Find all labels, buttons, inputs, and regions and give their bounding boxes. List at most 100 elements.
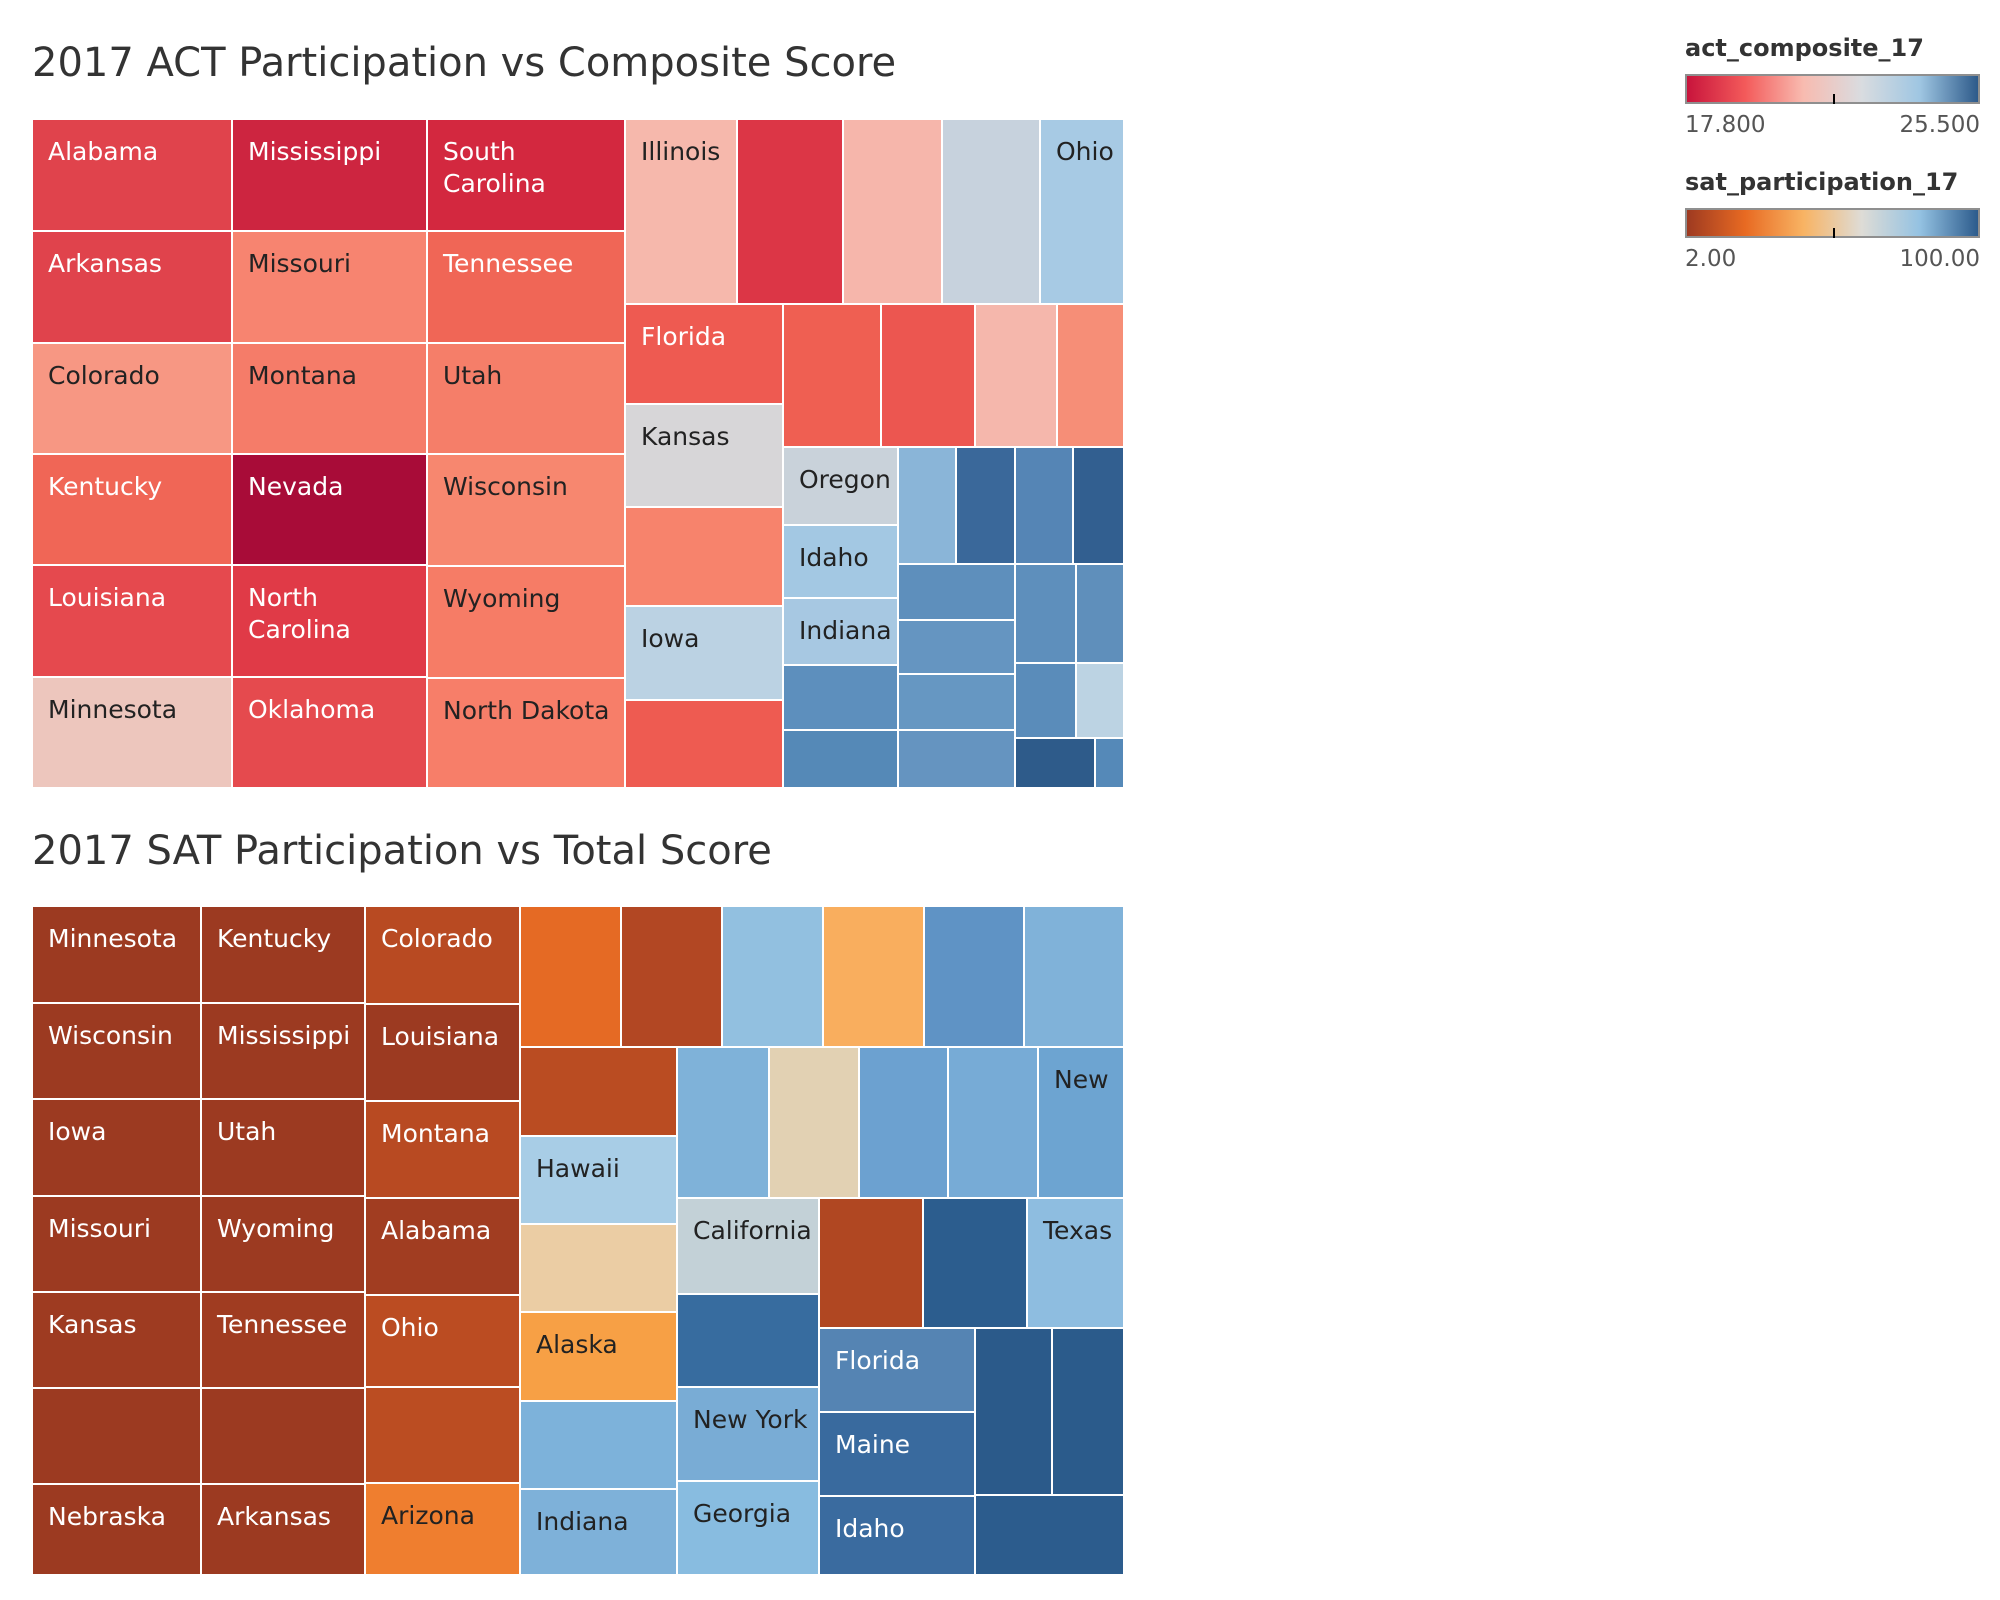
treemap-tile[interactable] — [769, 1047, 859, 1198]
treemap-tile[interactable]: Iowa — [625, 606, 783, 700]
treemap-tile[interactable]: Utah — [201, 1099, 365, 1196]
treemap-tile[interactable] — [520, 1224, 677, 1312]
treemap-tile[interactable] — [783, 730, 898, 788]
treemap-tile[interactable]: Montana — [232, 343, 427, 454]
treemap-tile[interactable] — [1095, 738, 1124, 788]
treemap-tile[interactable]: Wisconsin — [32, 1003, 201, 1099]
treemap-tile[interactable] — [819, 1198, 923, 1328]
treemap-tile[interactable] — [1015, 564, 1076, 663]
treemap-tile[interactable]: Mississippi — [201, 1003, 365, 1099]
treemap-tile[interactable]: North Carolina — [232, 565, 427, 677]
treemap-tile[interactable] — [201, 1388, 365, 1484]
treemap-tile[interactable] — [677, 1047, 769, 1198]
treemap-tile[interactable]: Kentucky — [32, 454, 232, 565]
treemap-tile[interactable]: Arizona — [365, 1483, 520, 1575]
treemap-tile[interactable] — [1024, 906, 1124, 1047]
treemap-tile[interactable]: Alabama — [32, 119, 232, 231]
treemap-tile[interactable] — [924, 906, 1024, 1047]
treemap-tile[interactable]: Oregon — [783, 447, 898, 525]
treemap-tile[interactable] — [722, 906, 823, 1047]
treemap-tile[interactable]: New — [1038, 1047, 1124, 1198]
treemap-tile[interactable]: Florida — [819, 1328, 975, 1412]
treemap-tile[interactable]: Minnesota — [32, 906, 201, 1003]
treemap-tile[interactable] — [843, 119, 942, 304]
treemap-tile[interactable] — [1073, 447, 1124, 564]
treemap-tile[interactable] — [737, 119, 843, 304]
treemap-tile[interactable] — [898, 730, 1015, 788]
treemap-tile[interactable]: Maine — [819, 1412, 975, 1496]
treemap-tile[interactable] — [1015, 447, 1073, 564]
treemap-tile[interactable]: Hawaii — [520, 1136, 677, 1224]
treemap-tile[interactable]: Missouri — [232, 231, 427, 343]
treemap-tile[interactable]: Wyoming — [427, 566, 625, 678]
treemap-tile[interactable] — [520, 1401, 677, 1489]
treemap-tile[interactable]: Nevada — [232, 454, 427, 565]
treemap-tile[interactable]: Alabama — [365, 1198, 520, 1295]
treemap-tile[interactable] — [948, 1047, 1038, 1198]
treemap-tile[interactable] — [32, 1388, 201, 1484]
treemap-tile[interactable] — [1052, 1328, 1124, 1495]
treemap-tile[interactable]: Montana — [365, 1101, 520, 1198]
treemap-tile[interactable]: Illinois — [625, 119, 737, 304]
treemap-tile[interactable]: Indiana — [520, 1489, 677, 1575]
treemap-tile[interactable]: Florida — [625, 304, 783, 404]
treemap-tile[interactable] — [975, 1328, 1052, 1495]
treemap-tile[interactable]: Idaho — [819, 1496, 975, 1575]
treemap-tile[interactable]: Kansas — [625, 404, 783, 507]
treemap-tile[interactable]: California — [677, 1198, 819, 1294]
treemap-tile[interactable]: Indiana — [783, 598, 898, 665]
treemap-tile[interactable] — [621, 906, 722, 1047]
treemap-tile[interactable]: Alaska — [520, 1312, 677, 1401]
treemap-tile[interactable] — [1076, 564, 1124, 663]
treemap-tile[interactable] — [923, 1198, 1027, 1328]
treemap-tile[interactable]: Wisconsin — [427, 454, 625, 566]
treemap-tile[interactable] — [520, 906, 621, 1047]
treemap-tile[interactable] — [898, 564, 1015, 620]
treemap-tile[interactable]: Arkansas — [32, 231, 232, 343]
treemap-tile[interactable] — [975, 304, 1057, 447]
treemap-tile[interactable]: Arkansas — [201, 1484, 365, 1575]
treemap-tile[interactable] — [881, 304, 975, 447]
treemap-tile[interactable] — [859, 1047, 948, 1198]
treemap-tile[interactable]: Ohio — [365, 1295, 520, 1387]
treemap-tile[interactable] — [975, 1495, 1124, 1575]
treemap-tile[interactable] — [625, 507, 783, 606]
treemap-tile[interactable]: South Carolina — [427, 119, 625, 231]
treemap-tile[interactable] — [898, 620, 1015, 674]
treemap-tile[interactable] — [1076, 663, 1124, 738]
treemap-tile[interactable] — [520, 1047, 677, 1136]
treemap-tile[interactable]: Louisiana — [32, 565, 232, 677]
treemap-tile[interactable]: Colorado — [32, 343, 232, 454]
treemap-tile[interactable]: Oklahoma — [232, 677, 427, 788]
treemap-tile[interactable]: Missouri — [32, 1196, 201, 1292]
treemap-tile[interactable]: Nebraska — [32, 1484, 201, 1575]
treemap-tile[interactable] — [898, 674, 1015, 730]
treemap-tile[interactable] — [956, 447, 1015, 564]
treemap-tile[interactable]: Tennessee — [427, 231, 625, 343]
treemap-tile[interactable] — [1015, 738, 1095, 788]
treemap-tile[interactable]: Texas — [1027, 1198, 1124, 1328]
treemap-tile[interactable]: Tennessee — [201, 1292, 365, 1388]
treemap-tile[interactable]: Kentucky — [201, 906, 365, 1003]
treemap-tile[interactable] — [625, 700, 783, 788]
treemap-tile[interactable] — [783, 304, 881, 447]
treemap-tile[interactable]: Kansas — [32, 1292, 201, 1388]
treemap-tile[interactable] — [1057, 304, 1124, 447]
treemap-tile[interactable]: Idaho — [783, 525, 898, 598]
treemap-tile[interactable] — [942, 119, 1040, 304]
treemap-tile[interactable]: Utah — [427, 343, 625, 454]
treemap-tile[interactable]: North Dakota — [427, 678, 625, 788]
treemap-tile[interactable] — [365, 1387, 520, 1483]
treemap-tile[interactable]: Louisiana — [365, 1004, 520, 1101]
treemap-tile[interactable]: Minnesota — [32, 677, 232, 788]
treemap-tile[interactable] — [677, 1294, 819, 1387]
treemap-tile[interactable] — [823, 906, 924, 1047]
treemap-tile[interactable]: Georgia — [677, 1481, 819, 1575]
treemap-tile[interactable] — [898, 447, 956, 564]
treemap-tile[interactable]: Mississippi — [232, 119, 427, 231]
treemap-tile[interactable]: New York — [677, 1387, 819, 1481]
treemap-tile[interactable]: Colorado — [365, 906, 520, 1004]
treemap-tile[interactable] — [1015, 663, 1076, 738]
treemap-tile[interactable]: Wyoming — [201, 1196, 365, 1292]
treemap-tile[interactable] — [783, 665, 898, 730]
